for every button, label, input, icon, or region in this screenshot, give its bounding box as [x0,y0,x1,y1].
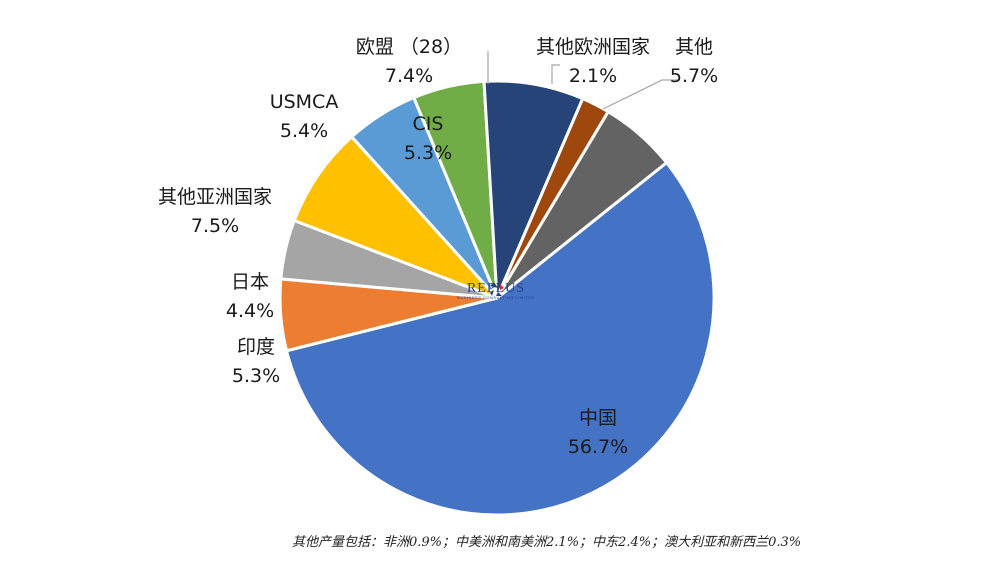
slice-label-name: 其他 [674,36,713,58]
logo: REPLUS BUSINESS CONSULTING LIMITED [446,281,546,300]
slice-label-name: CIS [412,113,444,135]
footnote: 其他产量包括：非洲0.9%；中美洲和南美洲2.1%；中东2.4%；澳大利亚和新西… [292,535,802,550]
slice-label-value: 7.4% [384,64,434,87]
slice-label-value: 5.7% [669,64,719,87]
leader-lines [487,51,678,110]
slice-label-name: 欧盟 （28） [355,36,463,58]
slice-label-name: 日本 [230,271,269,293]
leader-line [602,79,678,110]
slice-label: 中国 56.7% [568,404,628,461]
slice-label-value: 2.1% [568,64,618,87]
slice-label-value: 56.7% [567,435,629,458]
logo-mark-icon [490,282,504,296]
slice-label: 印度 5.3% [232,333,280,390]
pie-slice [482,79,585,300]
pie-slices [278,79,716,517]
slice-label: 其他 5.7% [670,33,718,90]
pie-slice [495,110,669,300]
slice-label: 日本 4.4% [226,268,274,325]
slice-label-name: 印度 [236,336,275,358]
slice-label-name: 其他欧洲国家 [535,36,651,58]
slice-label-value: 4.4% [225,299,275,322]
slice-label: 欧盟 （28） 7.4% [356,33,462,90]
slice-label-value: 5.3% [231,364,281,387]
pie-slice [292,135,499,300]
slice-label: USMCA 5.4% [270,88,339,145]
slice-label-value: 5.4% [279,119,329,142]
slice-label: 其他欧洲国家 2.1% [536,33,650,90]
slice-label-name: 中国 [578,407,618,429]
leader-line [551,64,560,84]
logo-subtitle: BUSINESS CONSULTING LIMITED [457,295,535,300]
slice-label-value: 7.5% [190,214,240,237]
logo-wordmark: REPLUS [466,281,526,296]
slice-label: 其他亚洲国家 7.5% [158,183,272,240]
slice-label: CIS 5.3% [404,110,452,167]
pie-slice [285,161,716,517]
slice-label-value: 5.3% [403,141,453,164]
slice-label-name: 其他亚洲国家 [157,186,273,208]
slice-label-name: USMCA [269,91,339,113]
